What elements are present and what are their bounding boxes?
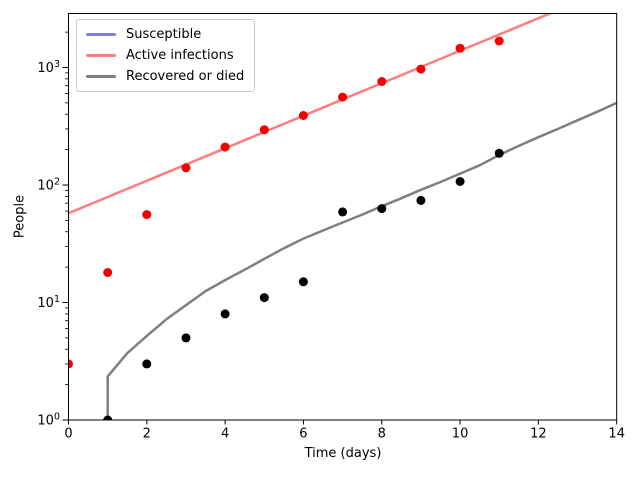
gray-model-line [106, 101, 617, 420]
y-axis-label: People [12, 194, 28, 239]
infection-data-point [259, 125, 269, 135]
recovered-data-point [377, 204, 387, 214]
legend-item-susceptible: Susceptible [86, 24, 244, 45]
y-tick-label: 100 [37, 412, 60, 429]
recovered-data-point [494, 148, 504, 158]
x-tick-label: 0 [64, 427, 72, 442]
infection-data-point [142, 210, 152, 220]
y-tick-label: 102 [37, 177, 60, 194]
infection-data-point [455, 43, 465, 53]
recovered-data-point [338, 207, 348, 217]
recovered-data-point [181, 333, 191, 343]
plot-border [68, 13, 618, 421]
x-axis-label: Time (days) [304, 446, 382, 461]
y-tick-label: 101 [37, 294, 60, 311]
recovered-data-point [259, 293, 269, 303]
x-tick-label: 10 [452, 427, 469, 442]
legend-item-recovered-or-died: Recovered or died [86, 66, 244, 87]
legend-line-swatch-recovered-or-died [86, 75, 116, 78]
infection-data-point [377, 77, 387, 86]
infection-data-point [220, 142, 230, 152]
x-tick-label: 6 [299, 427, 307, 442]
y-tick-label: 103 [37, 59, 60, 76]
infection-data-point [298, 111, 308, 120]
infection-data-point [494, 36, 504, 46]
x-tick-label: 2 [143, 427, 151, 442]
legend: Susceptible Active infections Recovered … [76, 19, 256, 92]
infection-data-point [338, 92, 348, 102]
legend-line-swatch-active-infections [86, 54, 116, 57]
recovered-data-point [220, 309, 230, 319]
x-tick-label: 4 [221, 427, 229, 442]
recovered-data-point [142, 359, 152, 369]
x-tick-label: 12 [530, 427, 547, 442]
legend-line-swatch-susceptible [86, 33, 116, 36]
recovered-data-point [455, 177, 465, 186]
legend-label-susceptible: Susceptible [126, 27, 202, 42]
x-tick-label: 14 [608, 427, 625, 442]
infection-data-point [181, 163, 191, 173]
infection-data-point [103, 268, 113, 277]
legend-item-active-infections: Active infections [86, 45, 244, 66]
legend-label-active-infections: Active infections [126, 48, 234, 63]
x-tick-label: 8 [378, 427, 386, 442]
recovered-data-point [298, 277, 308, 287]
recovered-data-point [416, 195, 426, 205]
recovered-data-point [103, 415, 113, 420]
legend-label-recovered-or-died: Recovered or died [126, 69, 245, 84]
infection-data-point [68, 359, 73, 369]
infection-data-point [416, 64, 426, 74]
